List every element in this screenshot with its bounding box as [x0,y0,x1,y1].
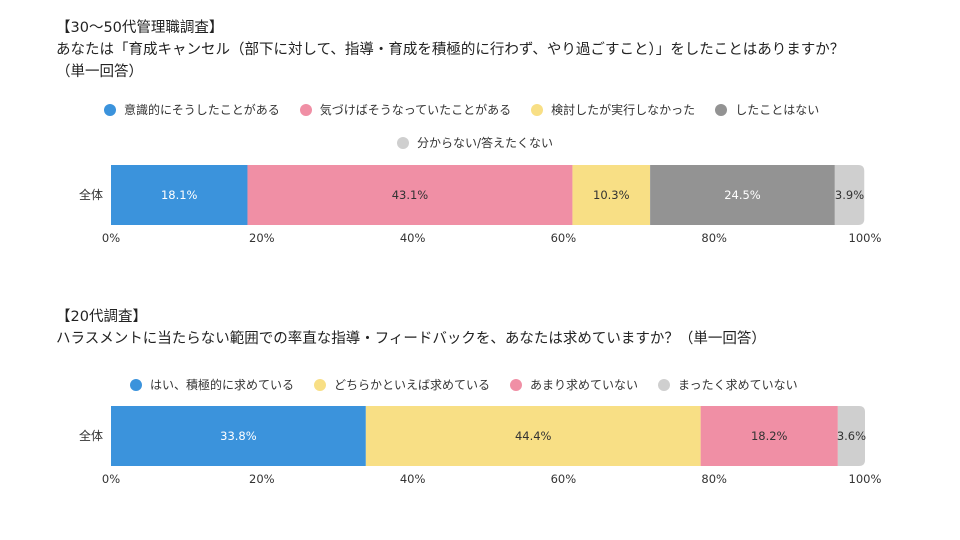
legend-label: まったく求めていない [678,378,798,392]
bar-segment [837,406,865,466]
bar-value-label: 3.6% [837,429,866,443]
legend-swatch [314,378,327,391]
legend-item: 分からない/答えたくない [397,134,553,151]
chart1-title: 【30〜50代管理職調査】 [56,20,224,36]
x-tick-label: 0% [102,231,120,245]
legend-label: はい、積極的に求めている [150,378,295,392]
bar-segment [365,406,701,466]
x-tick-label: 80% [701,231,727,245]
x-tick-label: 0% [102,472,120,486]
category-label: 全体 [79,428,103,443]
bar-value-label: 44.4% [515,429,552,443]
chart1-legend: 意識的にそうしたことがある 気づけばそうなっていたことがある 検討したが実行しなかっ… [104,101,819,118]
legend-swatch [104,103,116,116]
legend-swatch [510,378,523,391]
legend-label: 意識的にそうしたことがある [124,103,280,117]
legend-item: 検討したが実行しなかった [531,101,695,118]
legend-swatch [397,136,409,149]
legend-item: まったく求めていない [658,376,798,393]
bar-segment [650,165,835,225]
legend-item: 気づけばそうなっていたことがある [299,101,512,118]
bar-value-label: 33.8% [220,429,257,443]
x-tick-label: 40% [400,472,426,486]
legend-label: あまり求めていない [530,378,639,392]
legend-item: どちらかといえば求めている [314,376,490,393]
chart1-answer-note: （単一回答） [56,64,143,80]
x-tick-label: 60% [551,472,577,486]
legend-label: 気づけばそうなっていたことがある [319,103,512,117]
legend-swatch [299,103,312,116]
chart2-title: 【20代調査】 [56,309,147,325]
bar-value-label: 24.5% [724,188,761,202]
x-tick-label: 100% [849,231,882,245]
legend-label: 検討したが実行しなかった [551,103,696,117]
bar-value-label: 10.3% [593,188,630,202]
bar-value-label: 3.9% [835,188,864,202]
legend-swatch [715,103,728,116]
legend-swatch [531,103,544,116]
x-tick-label: 60% [551,231,577,245]
bar-value-label: 43.1% [392,188,429,202]
legend-label: 分からない/答えたくない [417,136,554,150]
bar-segment [111,406,366,466]
x-tick-label: 80% [701,472,727,486]
legend-item: はい、積極的に求めている [130,376,294,393]
chart2-legend: はい、積極的に求めている どちらかといえば求めている あまり求めていない まったく求め… [130,376,798,393]
legend-label: どちらかといえば求めている [334,378,491,392]
bar-segment [247,165,573,225]
bar-segment [700,406,838,466]
bar-value-label: 18.2% [751,429,788,443]
chart2-question: ハラスメントに当たらない範囲での率直な指導・フィードバックを、あなたは求めていま… [56,331,766,347]
x-tick-label: 20% [249,472,275,486]
bar-segment [572,165,651,225]
x-tick-label: 40% [400,231,426,245]
chart1-legend-row2: 分からない/答えたくない [397,134,553,151]
legend-item: あまり求めていない [510,376,638,393]
category-label: 全体 [79,187,103,202]
legend-item: したことはない [715,101,819,118]
x-tick-label: 100% [849,472,882,486]
chart1-question: あなたは「育成キャンセル（部下に対して、指導・育成を積極的に行わず、やり過ごすこ… [56,42,845,58]
bar-segment [111,165,248,225]
legend-label: したことはない [735,103,820,117]
x-tick-label: 20% [249,231,275,245]
bar-value-label: 18.1% [161,188,198,202]
legend-swatch [130,378,142,391]
legend-item: 意識的にそうしたことがある [104,101,280,118]
legend-swatch [658,378,671,391]
bar-segment [834,165,865,225]
